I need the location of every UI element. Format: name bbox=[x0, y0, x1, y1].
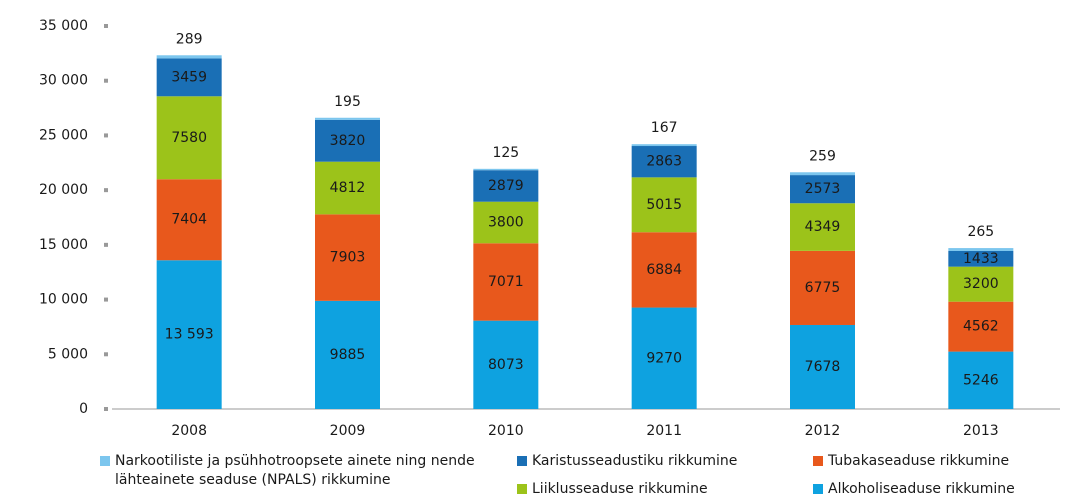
plot: 0 5 000 10 000 15 000 20 000 25 000 30 000 35 0… bbox=[39, 18, 1060, 439]
bar-segment bbox=[790, 175, 855, 204]
value-label: 2573 bbox=[805, 181, 841, 197]
x-tick-label: 2009 bbox=[330, 423, 366, 439]
bar-segment bbox=[315, 117, 380, 120]
value-label: 5015 bbox=[646, 197, 682, 213]
value-label: 7678 bbox=[805, 359, 841, 375]
legend-swatch bbox=[813, 484, 823, 494]
value-label: 3459 bbox=[171, 69, 207, 85]
value-label: 9270 bbox=[646, 350, 682, 366]
bar-segment bbox=[631, 177, 697, 233]
legend-item: Alkoholiseaduse rikkumine bbox=[813, 480, 1074, 496]
bar-segment bbox=[156, 260, 222, 409]
legend-item: Narkootiliste ja psühhotroopsete ainete … bbox=[100, 452, 500, 490]
x-tick-label: 2008 bbox=[171, 423, 207, 439]
y-tick-label: 35 000 bbox=[39, 18, 88, 34]
y-tick bbox=[104, 297, 108, 302]
bar-segment bbox=[631, 232, 697, 308]
x-tick-label: 2010 bbox=[488, 423, 524, 439]
bar-segment bbox=[790, 324, 855, 409]
bar-segment bbox=[156, 58, 222, 97]
x-tick-label: 2011 bbox=[646, 423, 682, 439]
value-label: 9885 bbox=[330, 347, 366, 363]
legend-label: Tubakaseaduse rikkumine bbox=[828, 453, 1010, 469]
y-tick-label: 30 000 bbox=[39, 73, 88, 89]
value-label: 167 bbox=[651, 120, 678, 136]
bar-segment bbox=[790, 172, 855, 176]
value-label: 265 bbox=[967, 224, 994, 240]
value-label: 1433 bbox=[963, 251, 999, 267]
bar-segment bbox=[631, 146, 697, 178]
bar-segment bbox=[473, 170, 539, 202]
legend-label: Liiklusseaduse rikkumine bbox=[532, 481, 708, 496]
value-label: 13 593 bbox=[165, 327, 214, 343]
value-label: 7404 bbox=[171, 212, 207, 228]
bar-segment bbox=[473, 243, 539, 321]
y-tick-label: 0 bbox=[79, 401, 88, 417]
value-label: 125 bbox=[492, 145, 519, 161]
bar-segment bbox=[948, 351, 1014, 409]
legend-swatch bbox=[813, 456, 823, 466]
value-label: 2879 bbox=[488, 178, 524, 194]
x-tick-label: 2012 bbox=[805, 423, 841, 439]
value-label: 2863 bbox=[646, 154, 682, 170]
value-label: 7580 bbox=[171, 130, 207, 146]
y-tick bbox=[104, 407, 108, 411]
bar-segment bbox=[948, 301, 1014, 352]
value-label: 195 bbox=[334, 94, 361, 110]
legend-swatch bbox=[517, 484, 527, 494]
bar-segment bbox=[315, 119, 380, 162]
value-label: 4562 bbox=[963, 319, 999, 335]
bar-segment bbox=[473, 201, 539, 244]
legend-label: Karistusseadustiku rikkumine bbox=[532, 453, 738, 469]
value-label: 5246 bbox=[963, 372, 999, 388]
value-label: 6884 bbox=[646, 262, 682, 278]
bar-segment bbox=[790, 203, 855, 251]
value-label: 4812 bbox=[330, 180, 366, 196]
y-tick bbox=[104, 352, 108, 357]
y-tick-label: 20 000 bbox=[39, 182, 88, 198]
legend-item: Tubakaseaduse rikkumine bbox=[813, 452, 1074, 471]
y-tick bbox=[104, 242, 108, 247]
value-label: 7071 bbox=[488, 274, 524, 290]
y-tick-label: 25 000 bbox=[39, 127, 88, 143]
bar-segment bbox=[156, 179, 222, 261]
bar-segment bbox=[473, 168, 539, 171]
bar-segment bbox=[948, 248, 1014, 251]
value-label: 3820 bbox=[330, 133, 366, 149]
y-tick-label: 10 000 bbox=[39, 292, 88, 308]
x-tick-label: 2013 bbox=[963, 423, 999, 439]
value-label: 8073 bbox=[488, 357, 524, 373]
value-label: 4349 bbox=[805, 219, 841, 235]
y-tick bbox=[104, 24, 108, 28]
y-tick bbox=[104, 78, 108, 83]
bar-segment bbox=[631, 307, 697, 409]
bar-segment bbox=[948, 266, 1014, 302]
bar-segment bbox=[948, 250, 1014, 267]
bar-segment bbox=[156, 96, 222, 180]
y-tick-label: 5 000 bbox=[48, 346, 88, 362]
y-tick bbox=[104, 133, 108, 138]
value-label: 3800 bbox=[488, 214, 524, 230]
bar-segment bbox=[790, 250, 855, 325]
legend-item: Liiklusseaduse rikkumine bbox=[517, 480, 817, 496]
legend-item: Karistusseadustiku rikkumine bbox=[517, 452, 817, 471]
y-tick bbox=[104, 188, 108, 193]
bar-segment bbox=[473, 320, 539, 409]
legend-label: Alkoholiseaduse rikkumine bbox=[828, 481, 1015, 496]
legend-swatch bbox=[517, 456, 527, 466]
y-tick-label: 15 000 bbox=[39, 237, 88, 253]
bar-segment bbox=[315, 214, 380, 301]
bar-segment bbox=[156, 55, 222, 59]
bar-segment bbox=[315, 300, 380, 409]
bar-segment bbox=[315, 161, 380, 215]
legend-swatch bbox=[100, 456, 110, 466]
value-label: 259 bbox=[809, 148, 836, 164]
value-label: 289 bbox=[176, 31, 203, 47]
bar-segment bbox=[631, 144, 697, 147]
value-label: 6775 bbox=[805, 280, 841, 296]
value-label: 3200 bbox=[963, 276, 999, 292]
value-label: 7903 bbox=[330, 250, 366, 266]
legend-label: Narkootiliste ja psühhotroopsete ainete … bbox=[115, 453, 475, 488]
